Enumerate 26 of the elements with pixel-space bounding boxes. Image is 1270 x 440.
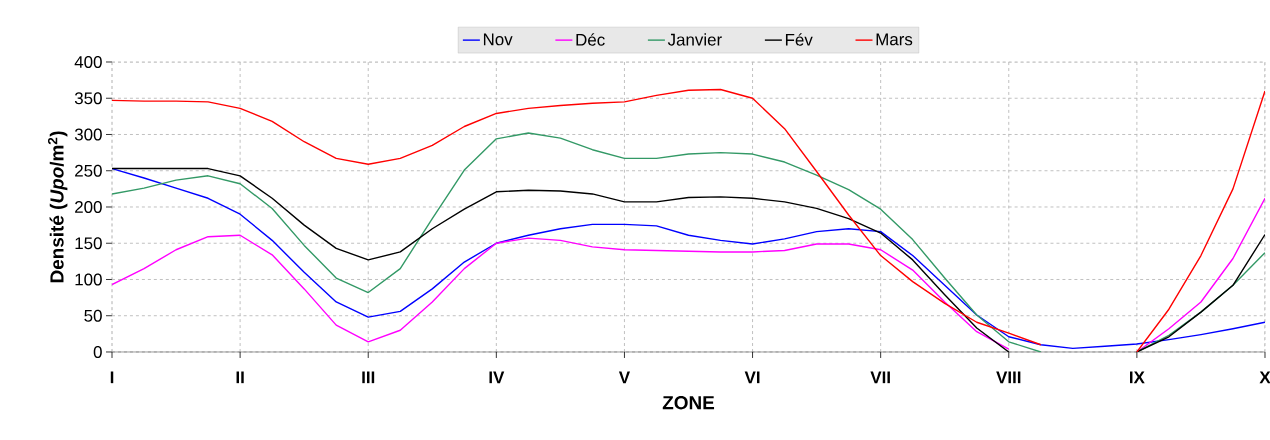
y-tick-label: 400 xyxy=(74,55,102,68)
x-tick-label: V xyxy=(618,371,630,384)
x-tick-label: III xyxy=(362,371,375,384)
y-tick-label: 250 xyxy=(75,164,102,177)
x-axis-title: ZONE xyxy=(662,396,715,410)
y-tick-label: 200 xyxy=(75,200,102,213)
legend-label: Janvier xyxy=(667,33,722,46)
x-tick-label: VII xyxy=(870,371,890,384)
legend-label: Nov xyxy=(483,33,513,46)
legend-label: Fév xyxy=(785,33,813,46)
x-tick-label: II xyxy=(236,371,244,384)
y-tick-label: 350 xyxy=(74,92,102,105)
y-tick-label: 300 xyxy=(74,128,102,141)
legend-label: Déc xyxy=(576,33,605,46)
x-tick-label: VI xyxy=(744,371,760,384)
x-tick-label: IV xyxy=(489,371,505,384)
x-tick-label: I xyxy=(110,371,114,384)
y-tick-label: 0 xyxy=(93,345,102,358)
y-tick-label: 150 xyxy=(75,237,102,250)
x-tick-label: VIII xyxy=(996,371,1021,384)
legend-label: Mars xyxy=(876,33,913,46)
y-tick-label: 100 xyxy=(75,273,102,286)
y-axis-title: Densité (Upo/m$^{2}$) xyxy=(47,131,68,283)
x-tick-label: IX xyxy=(1130,371,1145,384)
y-tick-label: 50 xyxy=(84,309,102,322)
x-tick-label: X xyxy=(1259,371,1270,384)
